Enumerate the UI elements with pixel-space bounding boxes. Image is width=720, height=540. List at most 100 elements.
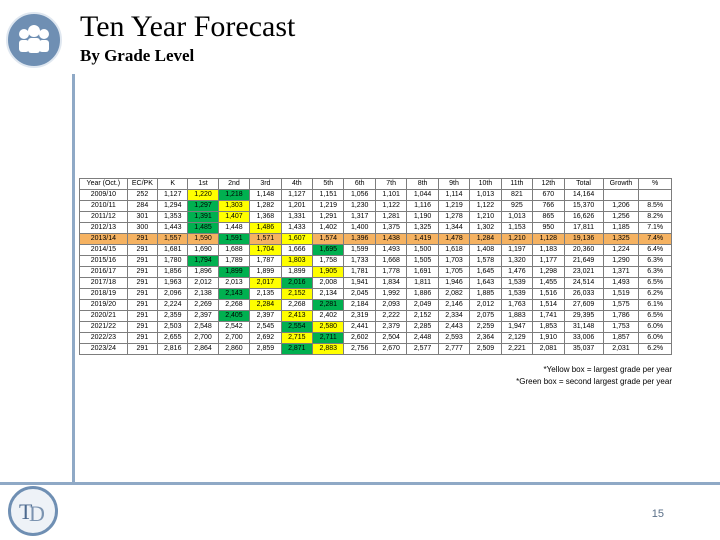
table-cell: 16,626 — [563, 211, 604, 223]
table-cell: 1,941 — [343, 277, 376, 289]
table-cell: 2,134 — [312, 288, 345, 300]
column-header: 5th — [312, 178, 345, 190]
table-cell — [602, 189, 640, 201]
table-cell: 301 — [126, 211, 159, 223]
table-cell: 2,031 — [602, 343, 640, 355]
table-cell: 2020/21 — [79, 310, 128, 322]
table-cell: 1,448 — [217, 222, 251, 234]
table-cell: 2,152 — [406, 310, 439, 322]
table-cell: 2,504 — [374, 332, 408, 344]
table-cell: 2,871 — [280, 343, 314, 355]
table-cell: 1,219 — [312, 200, 345, 212]
table-cell: 2,860 — [217, 343, 251, 355]
table-cell: 291 — [126, 266, 159, 278]
table-header-row: Year (Oct.) EC/PK K 1st 2nd 3rd 4th 5th 6th 7th 8t… — [79, 178, 672, 190]
table-cell: 1,899 — [217, 266, 251, 278]
table-cell: 1,493 — [374, 244, 408, 256]
table-cell: 1,780 — [157, 255, 189, 267]
table-cell: 2018/19 — [79, 288, 128, 300]
table-row: 2014/15 291 1,681 1,690 1,688 1,704 1,666 1,695… — [79, 244, 672, 256]
table-cell: 2012/13 — [79, 222, 128, 234]
table-cell: 2,715 — [280, 332, 314, 344]
table-cell: 1,220 — [187, 189, 219, 201]
table-cell: 1,282 — [249, 200, 282, 212]
table-cell: 1,741 — [532, 310, 565, 322]
table-cell: 1,574 — [312, 233, 345, 245]
table-cell: 2,670 — [374, 343, 408, 355]
table-cell: 1,368 — [249, 211, 282, 223]
table-cell: 1,704 — [249, 244, 282, 256]
table-row: 2011/12 301 1,353 1,391 1,407 1,368 1,331 1,291… — [79, 211, 672, 223]
table-cell: 2,816 — [157, 343, 189, 355]
district-logo-icon — [6, 12, 62, 68]
table-cell: 2,655 — [157, 332, 189, 344]
column-header: 4th — [280, 178, 314, 190]
table-cell: 1,758 — [312, 255, 345, 267]
table-cell: 291 — [126, 343, 159, 355]
table-cell: 6.2% — [638, 288, 672, 300]
column-header: % — [638, 178, 672, 190]
table-cell: 2,268 — [217, 299, 251, 311]
table-cell: 2,364 — [469, 332, 502, 344]
table-cell: 2,319 — [343, 310, 376, 322]
table-cell: 2022/23 — [79, 332, 128, 344]
table-cell: 1,303 — [217, 200, 251, 212]
table-cell: 284 — [126, 200, 159, 212]
table-cell: 2,397 — [187, 310, 219, 322]
table-row: 2023/24 291 2,816 2,864 2,860 2,859 2,871 2,883… — [79, 343, 672, 355]
table-cell: 7.1% — [638, 222, 672, 234]
table-cell: 291 — [126, 310, 159, 322]
table-cell: 1,302 — [469, 222, 502, 234]
svg-text:T: T — [19, 499, 33, 524]
table-cell: 2,285 — [406, 321, 439, 333]
table-cell: 1,703 — [437, 255, 471, 267]
table-cell: 1,514 — [532, 299, 565, 311]
table-cell: 2,259 — [469, 321, 502, 333]
table-cell: 2017/18 — [79, 277, 128, 289]
note-green: *Green box = second largest grade per ye… — [516, 377, 672, 386]
table-cell: 1,153 — [500, 222, 534, 234]
column-header: K — [157, 178, 189, 190]
table-cell: 14,164 — [563, 189, 604, 201]
table-cell: 2,554 — [280, 321, 314, 333]
table-cell: 1,325 — [602, 233, 640, 245]
table-cell: 1,455 — [532, 277, 565, 289]
table-cell: 950 — [532, 222, 565, 234]
table-cell: 1,705 — [437, 266, 471, 278]
table-cell: 2,397 — [249, 310, 282, 322]
table-cell: 1,443 — [157, 222, 189, 234]
table-cell: 1,183 — [532, 244, 565, 256]
table-cell: 2,012 — [187, 277, 219, 289]
table-cell: 1,591 — [217, 233, 251, 245]
table-cell: 1,400 — [343, 222, 376, 234]
table-cell: 2,017 — [249, 277, 282, 289]
table-cell: 1,284 — [469, 233, 502, 245]
table-cell: 1,331 — [280, 211, 314, 223]
table-row: 2019/20 291 2,224 2,269 2,268 2,284 2,268 2,281… — [79, 299, 672, 311]
table-cell: 1,438 — [374, 233, 408, 245]
table-cell: 1,391 — [187, 211, 219, 223]
table-cell: 1,256 — [602, 211, 640, 223]
table-cell: 1,599 — [343, 244, 376, 256]
table-cell: 2,049 — [406, 299, 439, 311]
header-bar: Ten Year Forecast By Grade Level — [0, 0, 720, 74]
table-cell: 19,136 — [563, 233, 604, 245]
table-cell: 2,224 — [157, 299, 189, 311]
table-cell: 1,298 — [532, 266, 565, 278]
column-header: 7th — [374, 178, 408, 190]
table-cell: 1,963 — [157, 277, 189, 289]
table-cell: 1,201 — [280, 200, 314, 212]
table-cell: 925 — [500, 200, 534, 212]
table-cell: 1,433 — [280, 222, 314, 234]
table-cell: 2,756 — [343, 343, 376, 355]
table-cell: 1,197 — [500, 244, 534, 256]
left-divider — [72, 74, 75, 482]
table-cell: 2,777 — [437, 343, 471, 355]
table-cell: 291 — [126, 244, 159, 256]
column-header: 9th — [437, 178, 471, 190]
column-header: Year (Oct.) — [79, 178, 128, 190]
table-cell: 2,548 — [187, 321, 219, 333]
table-cell: 2,045 — [343, 288, 376, 300]
footer-logo-icon: T D — [8, 486, 58, 536]
table-cell: 1,344 — [437, 222, 471, 234]
